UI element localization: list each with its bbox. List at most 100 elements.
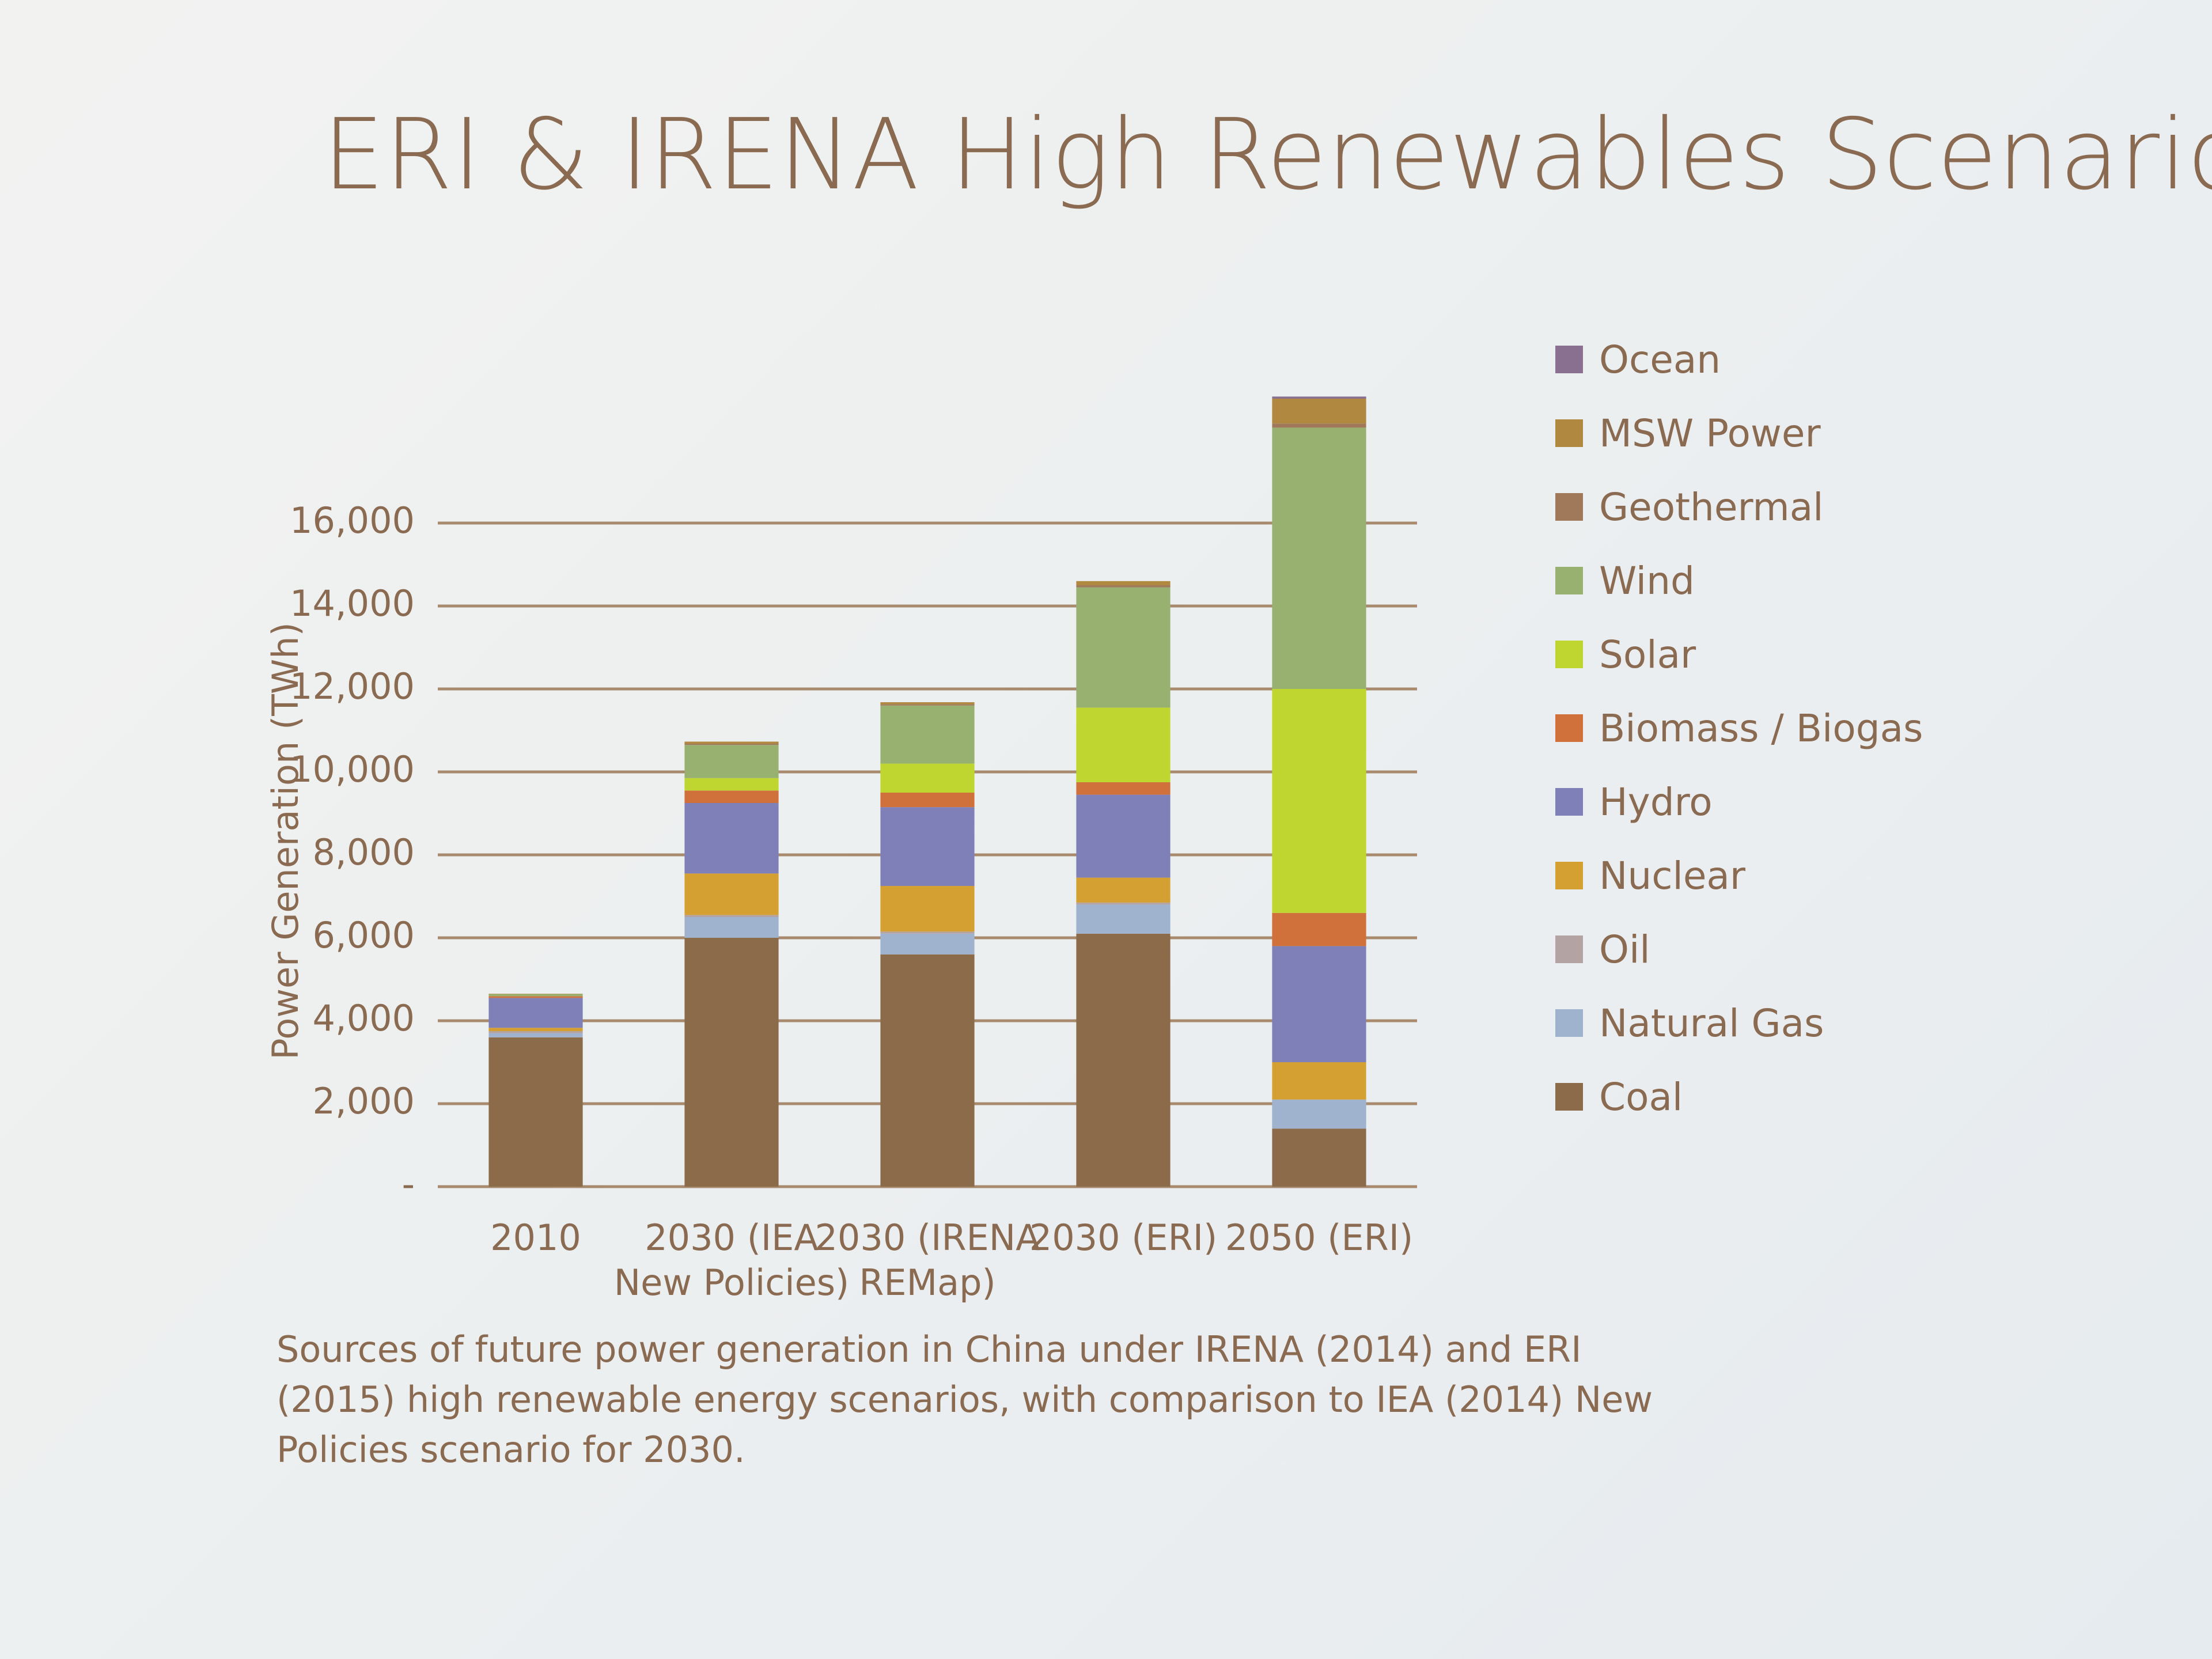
legend-entry: Ocean <box>1555 323 1923 396</box>
bar-segment <box>684 917 779 938</box>
legend-label: Nuclear <box>1599 853 1746 898</box>
legend-label: Hydro <box>1599 779 1713 824</box>
bar-segment <box>880 763 975 793</box>
x-tick-label: 2030 (ERI) <box>1029 1217 1218 1259</box>
bar-segment <box>488 998 583 1028</box>
bar-segment <box>880 793 975 808</box>
bar-segment <box>880 704 975 706</box>
bar-segment <box>488 1031 583 1033</box>
bar-segment <box>1272 1099 1366 1129</box>
legend-entry: Solar <box>1555 618 1923 691</box>
bar-segment <box>880 954 975 1187</box>
x-tick-label: 2010 <box>490 1217 581 1259</box>
legend-swatch <box>1555 1009 1583 1037</box>
legend-swatch <box>1555 641 1583 668</box>
bar-segment <box>1272 399 1366 424</box>
bar-segment <box>684 741 779 744</box>
bar-segment <box>880 705 975 764</box>
legend-entry: MSW Power <box>1555 396 1923 470</box>
legend-entry: Wind <box>1555 544 1923 618</box>
bar-segment <box>1076 782 1171 795</box>
bar-segment <box>1272 689 1366 913</box>
legend-entry: Geothermal <box>1555 470 1923 544</box>
x-tick-label: 2030 (IEA New Policies) <box>613 1217 850 1304</box>
x-tick-label: 2050 (ERI) <box>1225 1217 1414 1259</box>
bar-segment <box>684 790 779 803</box>
legend-swatch <box>1555 567 1583 594</box>
bar-segment <box>488 1037 583 1187</box>
y-tick-label: 4,000 <box>313 997 415 1039</box>
bar-segment <box>880 702 975 704</box>
bar-segment <box>1272 946 1366 1062</box>
y-tick-label: 10,000 <box>290 748 415 790</box>
bar-segment <box>684 803 779 874</box>
bar-segment <box>1076 933 1171 1187</box>
bar-segment <box>1076 877 1171 903</box>
legend-swatch <box>1555 788 1583 816</box>
legend-swatch <box>1555 1083 1583 1111</box>
bar-segment <box>880 931 975 934</box>
legend-label: Geothermal <box>1599 484 1824 529</box>
bar-segment <box>1272 423 1366 428</box>
bar-segment <box>488 996 583 998</box>
legend: Ocean MSW Power Geothermal Wind Solar Biomass… <box>1555 323 1923 1134</box>
legend-swatch <box>1555 346 1583 373</box>
legend-swatch <box>1555 714 1583 742</box>
bar-segment <box>488 1033 583 1037</box>
legend-swatch <box>1555 862 1583 889</box>
bar-segment <box>488 1028 583 1031</box>
caption: Sources of future power generation in Ch… <box>276 1328 1653 1471</box>
bar-segment <box>1076 904 1171 934</box>
bar-segment <box>1272 912 1366 946</box>
legend-entry: Biomass / Biogas <box>1555 691 1923 765</box>
bar-segment <box>1272 396 1366 399</box>
legend-entry: Hydro <box>1555 765 1923 839</box>
legend-swatch <box>1555 493 1583 521</box>
bar-segment <box>880 807 975 886</box>
y-tick-label: - <box>402 1163 415 1205</box>
y-tick-label: 6,000 <box>313 914 415 956</box>
legend-label: Coal <box>1599 1074 1683 1119</box>
legend-entry: Nuclear <box>1555 839 1923 912</box>
legend-swatch <box>1555 935 1583 963</box>
bar-segment <box>684 778 779 791</box>
bar-segment <box>1076 707 1171 782</box>
legend-label: Natural Gas <box>1599 1001 1824 1046</box>
bar-segment <box>1076 794 1171 878</box>
legend-label: MSW Power <box>1599 411 1821 456</box>
legend-label: Oil <box>1599 927 1650 972</box>
bar-segment <box>1272 427 1366 689</box>
legend-swatch <box>1555 419 1583 447</box>
legend-entry: Natural Gas <box>1555 986 1923 1060</box>
bar-segment <box>684 915 779 917</box>
y-tick-label: 2,000 <box>313 1080 415 1122</box>
bar-segment <box>1076 587 1171 708</box>
legend-label: Ocean <box>1599 337 1721 382</box>
bar-segment <box>684 873 779 915</box>
y-axis-label: Power Generation (TWh) <box>264 622 306 1060</box>
x-tick-label: 2030 (IRENA REMap) <box>815 1217 1040 1304</box>
bar-segment <box>488 994 583 997</box>
legend-label: Wind <box>1599 558 1695 603</box>
bar-segment <box>1076 902 1171 905</box>
bar-segment <box>684 745 779 778</box>
bar-segment <box>880 886 975 932</box>
chart-title: ERI & IRENA High Renewables Scenarios <box>323 98 2212 212</box>
bar-segment <box>684 938 779 1187</box>
legend-entry: Coal <box>1555 1060 1923 1134</box>
bar-segment <box>1272 1062 1366 1100</box>
legend-label: Biomass / Biogas <box>1599 706 1923 751</box>
bar-segment <box>880 933 975 955</box>
bar-segment <box>1272 1128 1366 1187</box>
y-tick-label: 12,000 <box>290 665 415 707</box>
y-tick-label: 16,000 <box>290 499 415 541</box>
legend-entry: Oil <box>1555 912 1923 986</box>
legend-label: Solar <box>1599 632 1696 677</box>
bar-segment <box>1076 585 1171 588</box>
y-tick-label: 8,000 <box>313 831 415 873</box>
bar-segment <box>1076 581 1171 585</box>
bar-segment <box>684 744 779 745</box>
y-tick-label: 14,000 <box>290 582 415 624</box>
